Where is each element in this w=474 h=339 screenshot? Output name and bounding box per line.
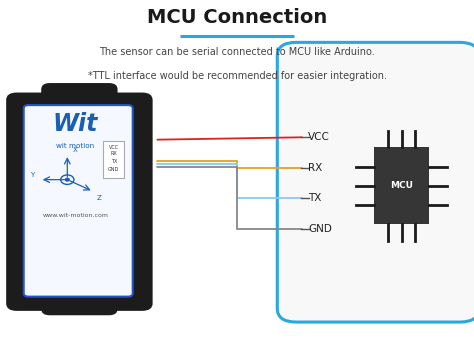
Circle shape bbox=[65, 178, 69, 181]
Text: RX: RX bbox=[110, 152, 117, 156]
Text: MCU: MCU bbox=[390, 181, 413, 190]
Text: X: X bbox=[73, 147, 78, 153]
Text: RX: RX bbox=[308, 163, 322, 173]
Text: Y: Y bbox=[30, 172, 34, 178]
FancyBboxPatch shape bbox=[374, 147, 429, 224]
Text: wit motion: wit motion bbox=[56, 143, 94, 149]
Text: Wit: Wit bbox=[52, 112, 98, 136]
Text: GND: GND bbox=[308, 224, 332, 234]
FancyBboxPatch shape bbox=[6, 93, 153, 311]
FancyBboxPatch shape bbox=[41, 83, 118, 113]
Text: Z: Z bbox=[97, 195, 101, 201]
FancyBboxPatch shape bbox=[41, 285, 118, 315]
Text: GND: GND bbox=[108, 167, 119, 172]
Text: www.wit-motion.com: www.wit-motion.com bbox=[43, 213, 109, 218]
Text: VCC: VCC bbox=[109, 145, 119, 149]
Text: TX: TX bbox=[308, 193, 321, 203]
Text: *TTL interface would be recommended for easier integration.: *TTL interface would be recommended for … bbox=[88, 71, 386, 81]
FancyBboxPatch shape bbox=[103, 141, 124, 178]
Text: MCU Connection: MCU Connection bbox=[147, 8, 327, 27]
Text: VCC: VCC bbox=[308, 132, 330, 142]
FancyBboxPatch shape bbox=[277, 42, 474, 322]
FancyBboxPatch shape bbox=[24, 105, 133, 297]
Text: TX: TX bbox=[110, 159, 117, 164]
Text: The sensor can be serial connected to MCU like Arduino.: The sensor can be serial connected to MC… bbox=[99, 47, 375, 57]
